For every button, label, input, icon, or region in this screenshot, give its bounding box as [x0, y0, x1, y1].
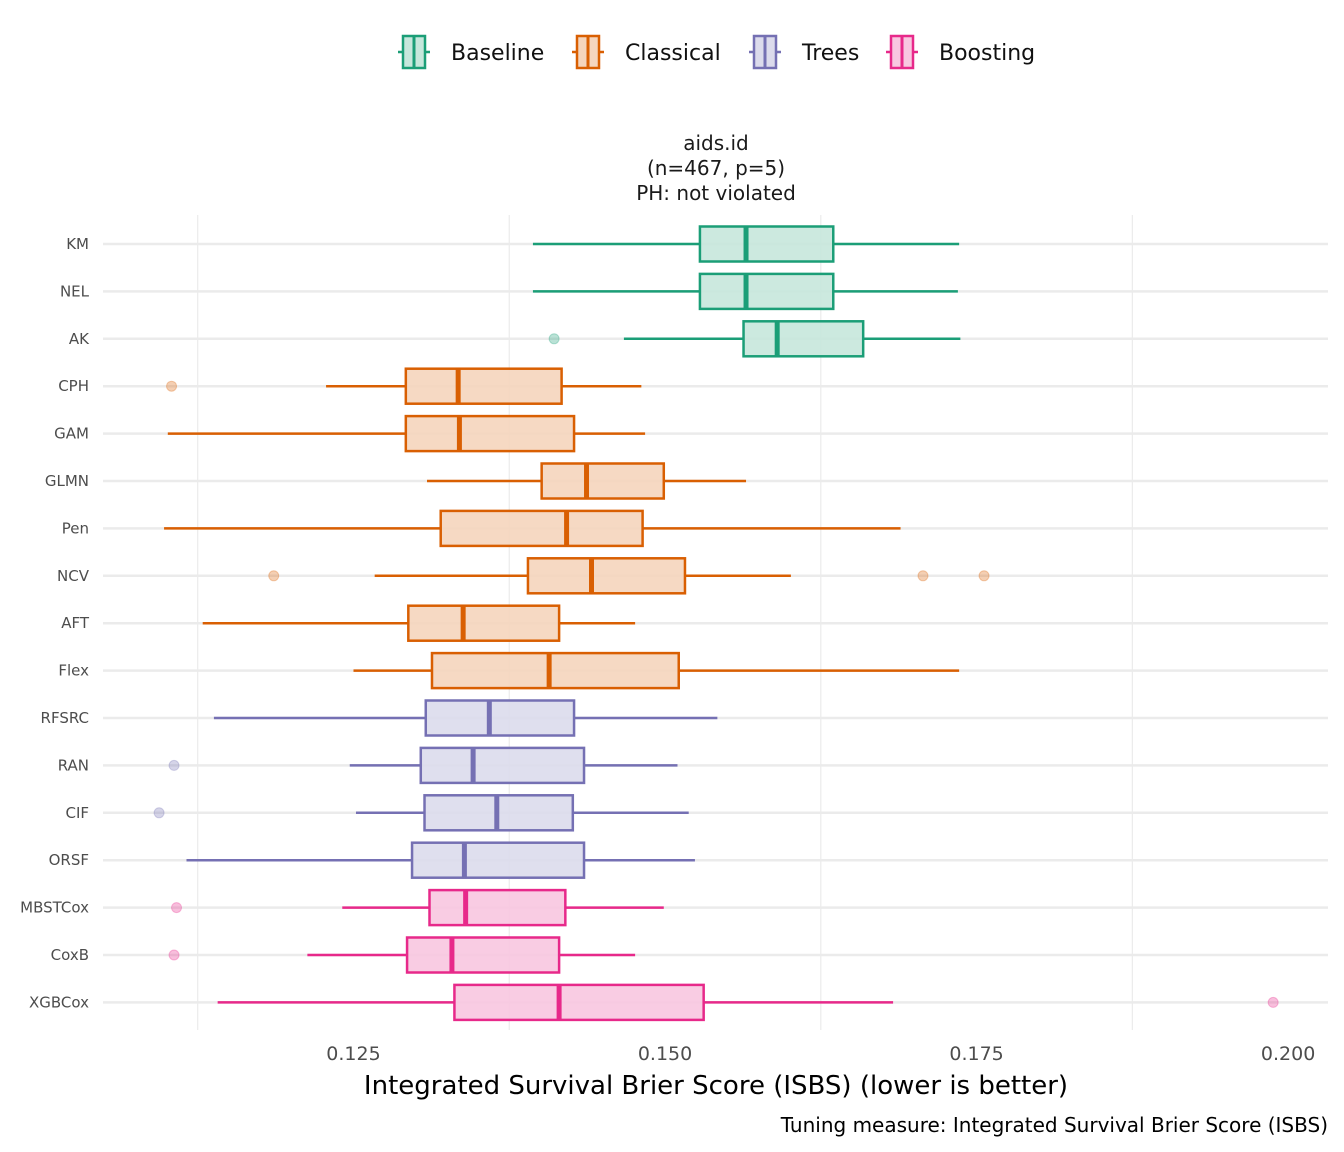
outlier-point [917, 570, 929, 582]
outlier-point [153, 807, 165, 819]
outlier-point [548, 333, 560, 345]
y-tick-label: Flex [58, 662, 89, 680]
box-GAM [167, 414, 646, 453]
y-tick-label: NEL [60, 282, 90, 300]
iqr-box [430, 651, 680, 690]
legend-label: Boosting [939, 41, 1035, 66]
box-ORSF [186, 841, 695, 879]
box-AK [548, 320, 961, 358]
box-NCV [268, 557, 990, 595]
y-tick-label: CIF [65, 804, 89, 822]
iqr-box [526, 557, 687, 595]
iqr-box [428, 888, 567, 927]
legend-label: Classical [625, 41, 721, 66]
box-AFT [202, 604, 636, 642]
y-tick-label: XGBCox [29, 993, 89, 1011]
outlier-point [166, 380, 178, 392]
y-tick-label: RAN [58, 756, 89, 774]
iqr-box [439, 509, 644, 548]
box-MBSTCox [171, 888, 664, 927]
y-tick-label: GAM [54, 425, 89, 443]
outlier-point [1267, 996, 1279, 1008]
legend-label: Trees [801, 41, 859, 66]
iqr-box [540, 462, 666, 500]
y-tick-label: ORSF [49, 851, 89, 869]
iqr-box [404, 414, 576, 453]
box-Flex [353, 651, 960, 690]
y-tick-label: MBSTCox [20, 899, 89, 917]
y-tick-label: KM [66, 235, 89, 253]
outlier-point [171, 902, 183, 914]
legend-item-classical: Classical [572, 34, 721, 70]
x-tick-label: 0.150 [638, 1043, 692, 1065]
y-tick-label: Pen [62, 519, 89, 537]
legend-item-trees: Trees [749, 34, 859, 70]
iqr-box [419, 746, 586, 785]
outlier-point [168, 949, 180, 961]
y-axis: KM NEL AK CPH GAM GLMN Pen NCV AFT Flex RFSRC RAN CI… [20, 235, 90, 1011]
iqr-box [424, 699, 576, 737]
caption: Tuning measure: Integrated Survival Brie… [780, 1113, 1328, 1137]
x-axis-title: Integrated Survival Brier Score (ISBS) (… [364, 1071, 1068, 1101]
y-tick-label: NCV [57, 567, 90, 585]
y-tick-label: AK [69, 330, 90, 348]
strip-line-dims: (n=467, p=5) [647, 156, 785, 180]
box-KM [532, 225, 960, 263]
box-RAN [168, 746, 678, 785]
x-axis: 0.125 0.150 0.175 0.200 [326, 1043, 1315, 1065]
y-tick-label: CPH [58, 377, 89, 395]
strip-line-dataset: aids.id [683, 131, 749, 155]
iqr-box [698, 225, 835, 263]
box-CPH [166, 367, 642, 405]
outlier-point [168, 759, 180, 771]
y-tick-label: AFT [61, 614, 90, 632]
box-RFSRC [213, 699, 718, 737]
box-Pen [164, 509, 901, 548]
strip-line-ph: PH: not violated [636, 181, 796, 205]
legend-item-baseline: Baseline [398, 34, 544, 70]
x-tick-label: 0.200 [1261, 1043, 1315, 1065]
x-tick-label: 0.125 [326, 1043, 380, 1065]
x-tick-label: 0.175 [949, 1043, 1003, 1065]
iqr-box [453, 983, 705, 1022]
y-tick-label: CoxB [51, 946, 89, 964]
iqr-box [404, 367, 563, 405]
legend: Baseline Classical Trees Boosting [398, 34, 1035, 70]
y-tick-label: RFSRC [41, 709, 89, 727]
boxes [153, 225, 1279, 1022]
iqr-box [742, 320, 865, 358]
iqr-box [407, 604, 561, 642]
box-XGBCox [217, 983, 1279, 1022]
box-CIF [153, 794, 689, 832]
box-GLMN [427, 462, 747, 500]
y-tick-label: GLMN [45, 472, 89, 490]
outlier-point [978, 570, 990, 582]
box-CoxB [168, 936, 636, 974]
iqr-box [698, 272, 835, 311]
outlier-point [268, 570, 280, 582]
legend-item-boosting: Boosting [886, 34, 1035, 70]
iqr-box [410, 841, 586, 879]
box-NEL [532, 272, 958, 311]
iqr-box [405, 936, 561, 974]
legend-label: Baseline [451, 41, 544, 66]
facet-strip: aids.id (n=467, p=5) PH: not violated [636, 131, 796, 205]
